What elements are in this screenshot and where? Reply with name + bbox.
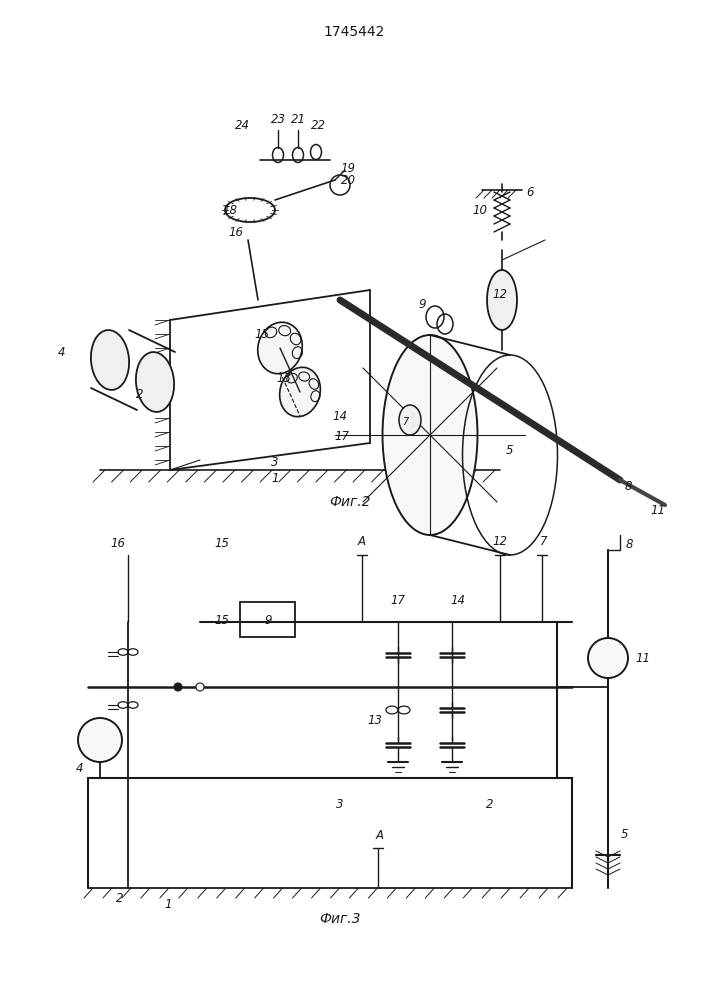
Text: 2: 2	[116, 892, 124, 904]
Text: 18: 18	[223, 204, 238, 217]
Text: 1: 1	[271, 472, 279, 485]
Text: 8: 8	[626, 538, 633, 552]
Text: 6: 6	[526, 186, 534, 198]
Text: 14: 14	[450, 594, 465, 607]
Text: 17: 17	[334, 430, 349, 444]
Circle shape	[78, 718, 122, 762]
Bar	[240, 602, 295, 637]
Text: 17: 17	[390, 594, 406, 607]
Text: Фиг.2: Фиг.2	[329, 495, 370, 509]
Text: A: A	[376, 829, 384, 842]
Text: 4: 4	[76, 762, 83, 774]
Text: 12: 12	[493, 288, 508, 300]
Text: 1745442: 1745442	[323, 25, 385, 39]
Text: 15: 15	[255, 328, 269, 342]
Ellipse shape	[136, 352, 174, 412]
Text: 11: 11	[635, 652, 650, 664]
Text: 16: 16	[228, 226, 243, 238]
Text: A: A	[358, 535, 366, 548]
Text: 23: 23	[271, 113, 286, 126]
Text: 4: 4	[58, 346, 66, 359]
Ellipse shape	[382, 335, 477, 535]
Text: 15: 15	[214, 613, 230, 626]
Text: 14: 14	[332, 410, 348, 424]
Circle shape	[588, 638, 628, 678]
Text: 22: 22	[310, 119, 325, 132]
Ellipse shape	[487, 270, 517, 330]
Text: 24: 24	[235, 119, 250, 132]
Ellipse shape	[258, 322, 303, 374]
Text: 11: 11	[650, 504, 665, 516]
Text: 2: 2	[486, 798, 493, 812]
Text: 16: 16	[110, 537, 126, 550]
Text: 19: 19	[341, 161, 356, 174]
Ellipse shape	[280, 367, 320, 417]
Text: 8: 8	[624, 481, 632, 493]
Ellipse shape	[91, 330, 129, 390]
Circle shape	[196, 683, 204, 691]
Text: Фиг.3: Фиг.3	[320, 912, 361, 926]
Text: 7: 7	[540, 535, 548, 548]
Text: 10: 10	[472, 204, 488, 217]
Text: 13: 13	[367, 714, 382, 726]
Text: 9: 9	[419, 298, 426, 312]
Text: 9: 9	[264, 613, 271, 626]
Text: 5: 5	[621, 828, 629, 842]
Text: 5: 5	[506, 444, 514, 456]
Text: 12: 12	[493, 535, 508, 548]
Text: 3: 3	[271, 456, 279, 468]
Text: 1: 1	[164, 898, 172, 910]
Text: 13: 13	[276, 371, 291, 384]
Text: 2: 2	[136, 388, 144, 401]
Text: 21: 21	[291, 113, 305, 126]
Text: 15: 15	[214, 537, 230, 550]
Text: 3: 3	[337, 798, 344, 812]
Ellipse shape	[399, 405, 421, 435]
Circle shape	[174, 683, 182, 691]
Text: 20: 20	[341, 174, 356, 186]
Text: 7: 7	[402, 417, 408, 427]
